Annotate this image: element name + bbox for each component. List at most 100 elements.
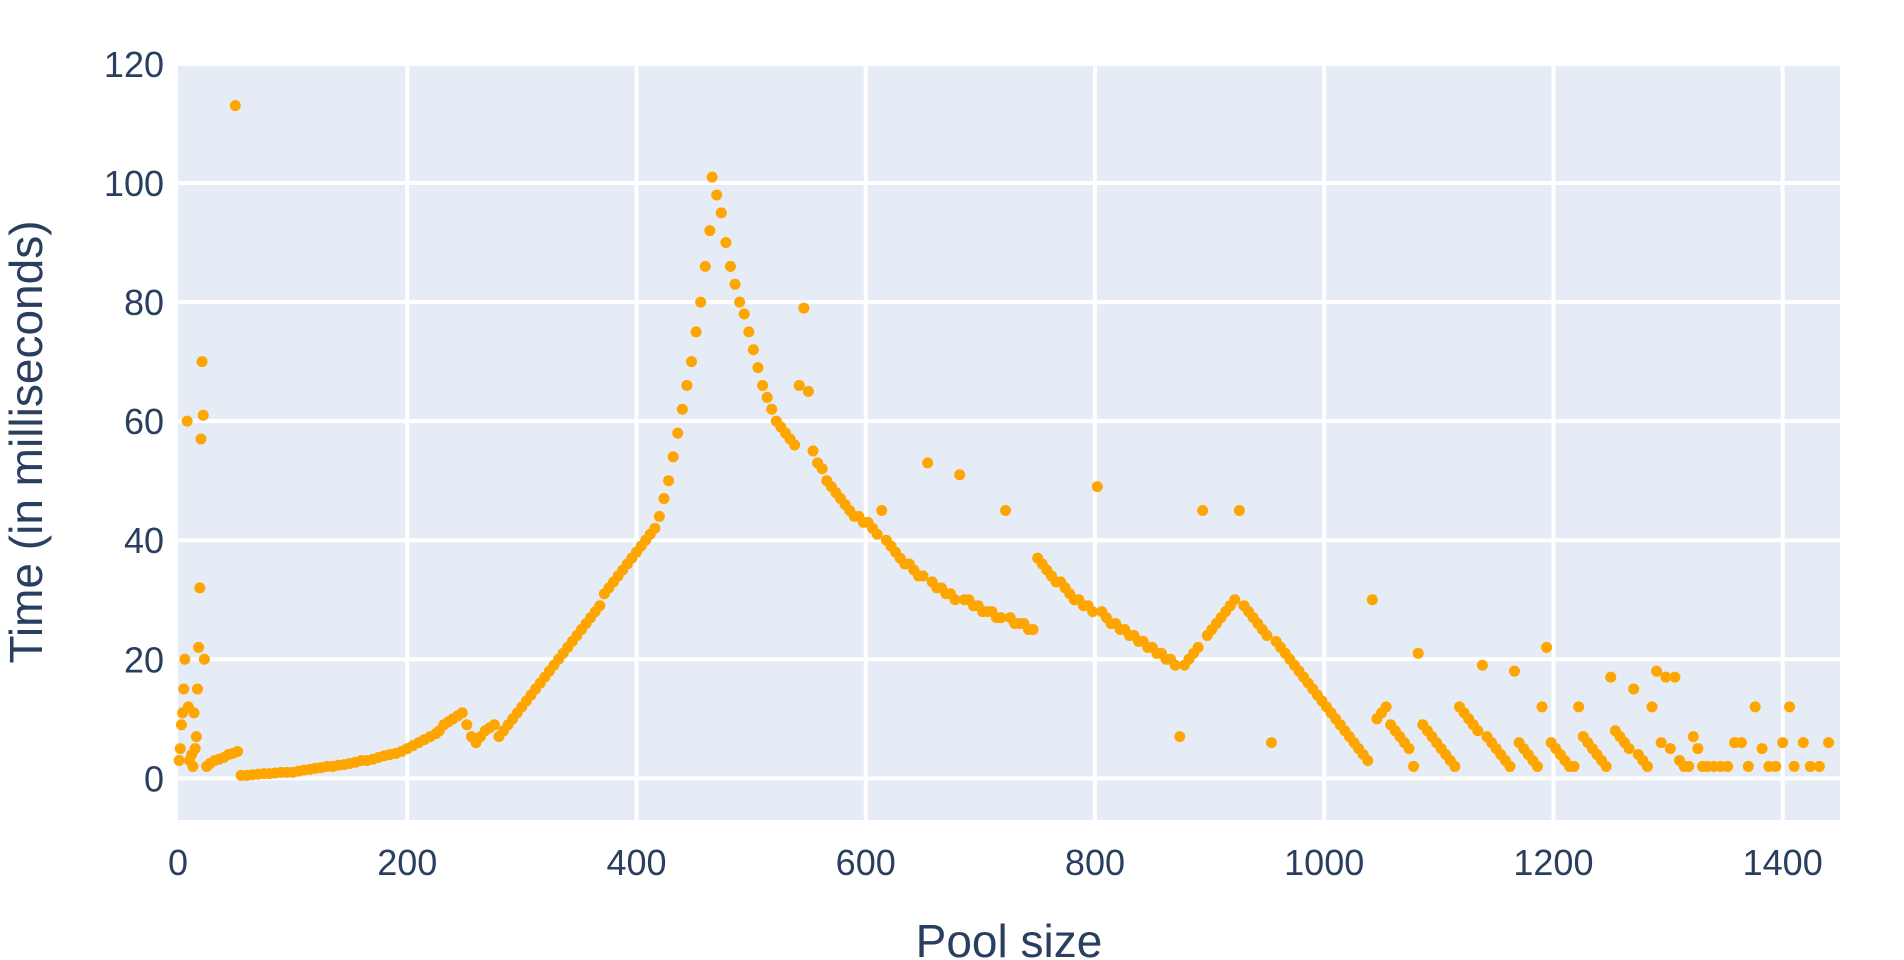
- data-point: [1000, 504, 1012, 516]
- data-point: [1664, 743, 1676, 755]
- x-tick-labels: 0 200 400 600 800 1000 1200 1400: [168, 842, 1823, 883]
- data-point: [876, 504, 888, 516]
- data-point: [1472, 725, 1484, 737]
- data-point: [761, 391, 773, 403]
- data-point: [190, 731, 202, 743]
- data-point: [798, 302, 810, 314]
- data-point: [1788, 760, 1800, 772]
- data-point: [1823, 737, 1835, 749]
- data-point: [807, 445, 819, 457]
- data-point: [871, 528, 883, 540]
- data-point: [1742, 760, 1754, 772]
- y-tick-label: 60: [124, 401, 164, 442]
- data-point: [187, 760, 199, 772]
- data-point: [995, 612, 1007, 624]
- data-point: [1091, 481, 1103, 493]
- data-point: [1804, 760, 1816, 772]
- data-point: [181, 415, 193, 427]
- data-point: [195, 433, 207, 445]
- data-point: [1531, 760, 1543, 772]
- data-point: [1568, 760, 1580, 772]
- data-point: [461, 719, 473, 731]
- data-point: [672, 427, 684, 439]
- x-tick-label: 600: [836, 842, 896, 883]
- data-point: [1412, 647, 1424, 659]
- data-point: [747, 344, 759, 356]
- data-point: [1174, 731, 1186, 743]
- data-point: [802, 385, 814, 397]
- data-point: [793, 379, 805, 391]
- data-point: [816, 463, 828, 475]
- data-point: [193, 641, 205, 653]
- data-point: [766, 403, 778, 415]
- data-point: [1683, 760, 1695, 772]
- data-point: [1541, 641, 1553, 653]
- data-point: [734, 296, 746, 308]
- data-point: [757, 379, 769, 391]
- data-point: [1229, 594, 1241, 606]
- y-tick-label: 40: [124, 520, 164, 561]
- data-point: [1749, 701, 1761, 713]
- data-point: [1476, 659, 1488, 671]
- data-point: [706, 171, 718, 183]
- data-points: [173, 100, 1835, 781]
- data-point: [1362, 754, 1374, 766]
- x-tick-label: 1400: [1743, 842, 1823, 883]
- data-point: [1573, 701, 1585, 713]
- data-point: [1449, 760, 1461, 772]
- data-point: [1623, 743, 1635, 755]
- data-point: [1651, 665, 1663, 677]
- data-point: [752, 362, 764, 374]
- data-point: [1265, 737, 1277, 749]
- data-point: [1261, 629, 1273, 641]
- data-point: [229, 100, 241, 112]
- data-point: [704, 225, 716, 237]
- data-point: [1192, 641, 1204, 653]
- data-point: [1687, 731, 1699, 743]
- data-point: [1722, 760, 1734, 772]
- data-point: [173, 754, 185, 766]
- data-point: [667, 451, 679, 463]
- data-point: [196, 356, 208, 368]
- data-point: [789, 439, 801, 451]
- data-point: [1366, 594, 1378, 606]
- data-point: [954, 469, 966, 481]
- data-point: [1600, 760, 1612, 772]
- gridlines: [178, 62, 1840, 820]
- data-point: [1641, 760, 1653, 772]
- data-point: [1628, 683, 1640, 695]
- data-point: [178, 683, 190, 695]
- y-tick-label: 120: [104, 44, 164, 85]
- data-point: [1692, 743, 1704, 755]
- y-tick-label: 80: [124, 282, 164, 323]
- data-point: [1655, 737, 1667, 749]
- x-tick-label: 1000: [1284, 842, 1364, 883]
- data-point: [686, 356, 698, 368]
- data-point: [175, 719, 187, 731]
- data-point: [1660, 671, 1672, 683]
- data-point: [198, 653, 210, 665]
- data-point: [729, 278, 741, 290]
- y-tick-label: 0: [144, 758, 164, 799]
- x-tick-label: 1200: [1513, 842, 1593, 883]
- data-point: [191, 683, 203, 695]
- x-axis-title: Pool size: [916, 915, 1103, 960]
- x-tick-label: 0: [168, 842, 188, 883]
- data-point: [188, 707, 200, 719]
- data-point: [197, 409, 209, 421]
- data-point: [743, 326, 755, 338]
- x-tick-label: 800: [1065, 842, 1125, 883]
- data-point: [690, 326, 702, 338]
- data-point: [1169, 659, 1181, 671]
- data-point: [1735, 737, 1747, 749]
- data-point: [456, 707, 468, 719]
- data-point: [1784, 701, 1796, 713]
- data-point: [1408, 760, 1420, 772]
- data-point: [232, 746, 244, 758]
- data-point: [720, 237, 732, 249]
- y-tick-labels: 0 20 40 60 80 100 120: [104, 44, 178, 799]
- data-point: [1403, 743, 1415, 755]
- data-point: [649, 522, 661, 534]
- y-tick-label: 100: [104, 163, 164, 204]
